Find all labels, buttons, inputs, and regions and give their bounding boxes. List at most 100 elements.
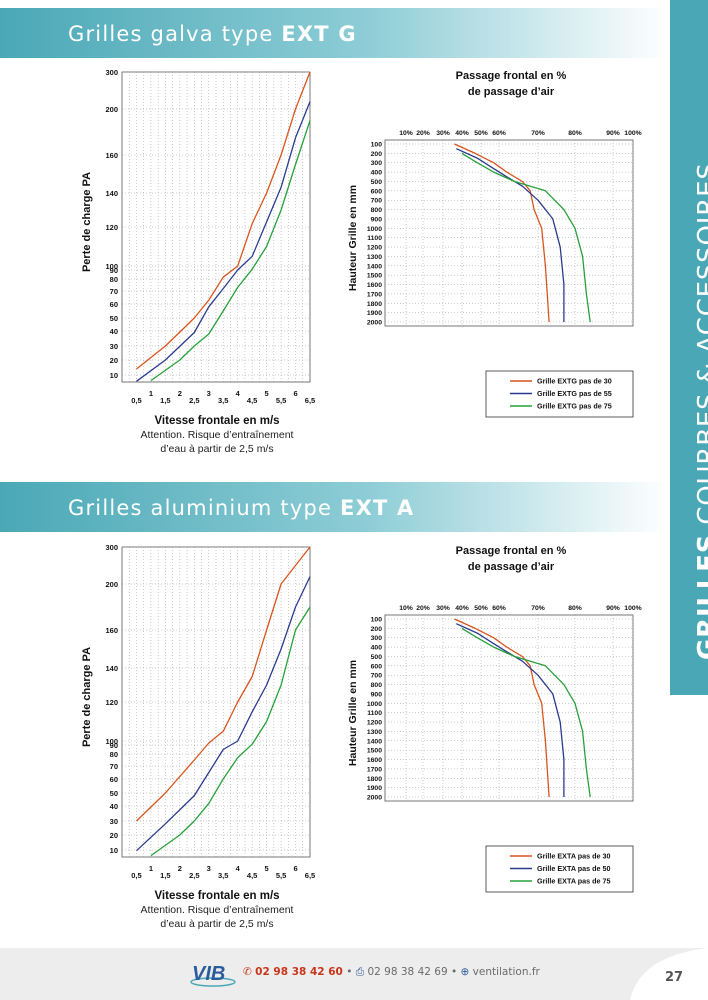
- x-tick-label: 10%: [399, 130, 413, 137]
- series-line-2: [136, 576, 311, 852]
- y-tick-label: 40: [110, 802, 118, 811]
- y-tick-label: 30: [110, 342, 118, 351]
- y-tick-label: 900: [371, 216, 383, 223]
- y-tick-label: 20: [110, 356, 118, 365]
- y-tick-label: 300: [371, 160, 383, 167]
- footer: VIB ✆ 02 98 38 42 60 • ⎙ 02 98 38 42 69 …: [0, 948, 708, 1000]
- section-banner-aluminium: Grilles aluminium type EXT A: [0, 482, 670, 532]
- y-tick-label: 50: [110, 789, 118, 798]
- phone-number[interactable]: 02 98 38 42 60: [255, 966, 343, 978]
- x-tick-label: 20%: [416, 605, 430, 612]
- y-axis-title: Perte de charge PA: [81, 647, 93, 747]
- y-tick-label: 800: [371, 682, 383, 689]
- x-tick-label: 3,5: [218, 396, 228, 405]
- y-tick-label: 2000: [367, 795, 382, 802]
- x-tick-label: 5: [265, 864, 269, 873]
- x-axis-title: Vitesse frontale en m/s: [154, 415, 279, 427]
- y-tick-label: 1100: [367, 235, 382, 242]
- website-link[interactable]: ventilation.fr: [472, 966, 540, 978]
- y-tick-label: 300: [371, 635, 383, 642]
- x-tick-label: 1,5: [160, 871, 170, 880]
- y-tick-label: 30: [110, 817, 118, 826]
- y-tick-label: 160: [105, 151, 118, 160]
- x-tick-label: 100%: [624, 130, 641, 137]
- x-tick-label: 70%: [531, 605, 545, 612]
- y-tick-label: 700: [371, 198, 383, 205]
- y-tick-label: 70: [110, 287, 118, 296]
- y-tick-label: 10: [110, 371, 118, 380]
- x-tick-label: 70%: [531, 130, 545, 137]
- series-line-3: [461, 627, 591, 798]
- x-axis-title: Vitesse frontale en m/s: [154, 890, 279, 902]
- separator: •: [450, 966, 461, 978]
- x-tick-label: 60%: [492, 605, 506, 612]
- x-tick-label: 50%: [474, 130, 488, 137]
- section-banner-galva: Grilles galva type EXT G: [0, 8, 670, 58]
- y-tick-label: 500: [371, 179, 383, 186]
- x-tick-label: 2: [178, 864, 182, 873]
- footer-page-curve: [630, 948, 708, 1000]
- series-line-1: [454, 143, 550, 323]
- x-tick-label: 2: [178, 389, 182, 398]
- y-tick-label: 900: [371, 691, 383, 698]
- x-tick-label: 80%: [568, 130, 582, 137]
- y-tick-label: 1800: [367, 776, 382, 783]
- y-tick-label: 1000: [367, 701, 382, 708]
- y-tick-label: 400: [371, 170, 383, 177]
- y-tick-label: 80: [110, 275, 118, 284]
- chart-title: de passage d’air: [468, 86, 555, 98]
- x-tick-label: 40%: [455, 130, 469, 137]
- y-tick-label: 600: [371, 663, 383, 670]
- y-tick-label: 1400: [367, 263, 382, 270]
- x-tick-label: 30%: [436, 605, 450, 612]
- x-tick-label: 6,5: [305, 396, 315, 405]
- series-line-2: [456, 148, 565, 322]
- x-tick-label: 3: [207, 389, 211, 398]
- warning-note: Attention. Risque d’entraînement: [141, 904, 294, 916]
- x-tick-label: 80%: [568, 605, 582, 612]
- x-tick-label: 20%: [416, 130, 430, 137]
- y-tick-label: 1300: [367, 254, 382, 261]
- y-tick-label: 1000: [367, 226, 382, 233]
- x-tick-label: 2,5: [189, 396, 199, 405]
- separator: •: [346, 966, 356, 978]
- series-line-1: [136, 71, 311, 370]
- y-tick-label: 120: [105, 698, 118, 707]
- x-tick-label: 1: [149, 389, 153, 398]
- x-tick-label: 0,5: [131, 871, 141, 880]
- x-tick-label: 1,5: [160, 396, 170, 405]
- page-number: 27: [665, 970, 684, 985]
- y-tick-label: 1500: [367, 273, 382, 280]
- y-tick-label: 500: [371, 654, 383, 661]
- x-tick-label: 40%: [455, 605, 469, 612]
- y-tick-label: 1400: [367, 738, 382, 745]
- y-tick-label: 140: [105, 189, 118, 198]
- x-tick-label: 3,5: [218, 871, 228, 880]
- y-tick-label: 60: [110, 775, 118, 784]
- y-tick-label: 1200: [367, 720, 382, 727]
- x-tick-label: 0,5: [131, 396, 141, 405]
- y-tick-label: 1600: [367, 757, 382, 764]
- y-axis-title: Perte de charge PA: [81, 172, 93, 272]
- x-tick-label: 90%: [606, 605, 620, 612]
- y-tick-label: 200: [371, 626, 383, 633]
- x-tick-label: 1: [149, 864, 153, 873]
- x-tick-label: 2,5: [189, 871, 199, 880]
- y-tick-label: 40: [110, 327, 118, 336]
- series-line-1: [454, 618, 550, 798]
- x-tick-label: 5: [265, 389, 269, 398]
- x-tick-label: 5,5: [276, 396, 286, 405]
- y-tick-label: 100: [105, 737, 118, 746]
- vib-logo: VIB: [188, 960, 238, 994]
- contact-line: ✆ 02 98 38 42 60 • ⎙ 02 98 38 42 69 • ⊕ …: [243, 966, 540, 979]
- y-tick-label: 1700: [367, 766, 382, 773]
- y-tick-label: 140: [105, 664, 118, 673]
- y-tick-label: 100: [371, 617, 383, 624]
- legend-label: Grille EXTG pas de 30: [537, 377, 612, 386]
- x-tick-label: 60%: [492, 130, 506, 137]
- y-tick-label: 1900: [367, 310, 382, 317]
